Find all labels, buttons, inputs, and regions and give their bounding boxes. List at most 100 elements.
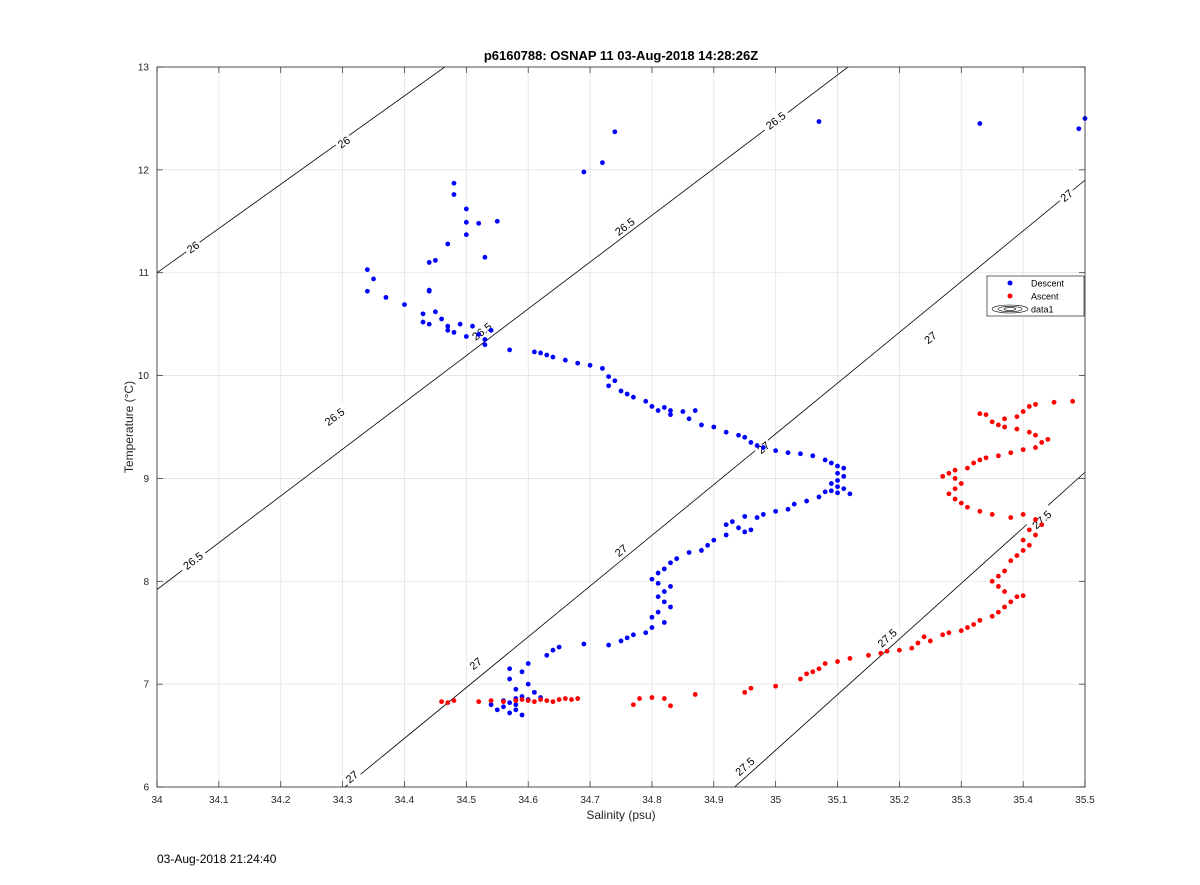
descent-point bbox=[828, 488, 834, 494]
descent-series bbox=[364, 116, 1088, 718]
descent-point bbox=[760, 512, 766, 517]
descent-point bbox=[655, 408, 661, 413]
ascent-point bbox=[1008, 450, 1014, 456]
ascent-point bbox=[952, 496, 958, 502]
ascent-point bbox=[946, 630, 952, 636]
descent-point bbox=[550, 354, 556, 360]
descent-point bbox=[649, 625, 655, 630]
descent-point bbox=[426, 287, 432, 293]
descent-point bbox=[804, 498, 809, 504]
ascent-point bbox=[816, 666, 822, 672]
descent-point bbox=[655, 580, 661, 586]
descent-point bbox=[668, 408, 673, 413]
descent-point bbox=[433, 309, 438, 315]
ascent-point bbox=[915, 640, 921, 646]
descent-point bbox=[754, 443, 760, 448]
ascent-point bbox=[995, 453, 1001, 459]
x-tick-label: 34.1 bbox=[209, 795, 229, 806]
ascent-point bbox=[946, 470, 952, 476]
ascent-point bbox=[1020, 512, 1026, 517]
ascent-point bbox=[989, 512, 995, 517]
descent-point bbox=[556, 644, 562, 650]
descent-point bbox=[488, 702, 494, 708]
descent-point bbox=[705, 542, 711, 548]
ascent-point bbox=[451, 698, 457, 703]
ascent-point bbox=[1002, 424, 1007, 430]
descent-point bbox=[420, 311, 426, 317]
descent-point bbox=[785, 506, 791, 512]
x-tick-label: 34.2 bbox=[271, 795, 291, 806]
descent-point bbox=[600, 160, 605, 166]
descent-point bbox=[773, 508, 779, 514]
descent-point bbox=[507, 676, 513, 682]
descent-point bbox=[581, 641, 587, 647]
ascent-point bbox=[531, 699, 537, 705]
descent-point bbox=[748, 527, 754, 533]
contour-line-26-5 bbox=[157, 67, 849, 590]
data-points bbox=[364, 116, 1088, 718]
y-tick-label: 11 bbox=[139, 268, 150, 279]
ascent-point bbox=[661, 696, 667, 701]
plot-frame bbox=[156, 66, 1086, 788]
descent-point bbox=[612, 378, 618, 384]
ascent-point bbox=[569, 697, 574, 702]
descent-point bbox=[711, 424, 717, 430]
descent-point bbox=[457, 321, 463, 327]
descent-point bbox=[433, 257, 438, 263]
ascent-point bbox=[550, 699, 556, 705]
ascent-point bbox=[965, 625, 970, 630]
grid-lines bbox=[156, 66, 1086, 788]
y-tick-label: 6 bbox=[143, 783, 149, 794]
descent-point bbox=[383, 295, 389, 300]
ascent-point bbox=[897, 647, 902, 653]
descent-point bbox=[835, 490, 840, 496]
descent-point bbox=[562, 357, 568, 363]
contour-label-bg bbox=[466, 317, 497, 345]
descent-point bbox=[624, 635, 630, 641]
contour-label-bg bbox=[177, 546, 208, 575]
descent-point bbox=[630, 394, 636, 400]
descent-point bbox=[841, 486, 847, 492]
descent-point bbox=[550, 647, 556, 653]
descent-point bbox=[488, 327, 494, 333]
descent-point bbox=[476, 220, 482, 226]
descent-point bbox=[519, 669, 525, 675]
descent-point bbox=[587, 362, 593, 368]
descent-point bbox=[364, 267, 370, 273]
x-tick-label: 34 bbox=[151, 795, 163, 806]
descent-point bbox=[828, 460, 834, 466]
descent-point bbox=[686, 416, 692, 422]
descent-point bbox=[736, 525, 741, 531]
ascent-point bbox=[476, 699, 482, 705]
ascent-point bbox=[977, 411, 983, 417]
contour-line-27-5 bbox=[734, 471, 1085, 787]
descent-point bbox=[810, 453, 816, 459]
descent-point bbox=[828, 481, 834, 486]
ascent-point bbox=[971, 622, 977, 627]
ascent-point bbox=[501, 699, 506, 705]
descent-point bbox=[439, 316, 444, 322]
ascent-point bbox=[1026, 542, 1032, 548]
contour-icon bbox=[991, 304, 1029, 314]
ascent-point bbox=[989, 613, 995, 619]
descent-point bbox=[445, 241, 451, 247]
descent-point bbox=[513, 707, 519, 713]
ascent-point bbox=[1014, 553, 1020, 558]
descent-point bbox=[624, 391, 630, 397]
contour-label: 26 bbox=[185, 239, 202, 256]
descent-point bbox=[822, 457, 828, 463]
ascent-point bbox=[952, 467, 958, 473]
descent-point bbox=[649, 404, 655, 409]
ascent-point bbox=[630, 702, 636, 708]
ascent-point bbox=[983, 412, 989, 418]
descent-point bbox=[507, 700, 513, 706]
ascent-point bbox=[958, 481, 964, 486]
descent-point bbox=[612, 129, 618, 135]
ascent-series bbox=[439, 398, 1076, 709]
descent-point bbox=[835, 478, 840, 483]
descent-point bbox=[451, 192, 457, 197]
ascent-point bbox=[1002, 589, 1007, 594]
ascent-point bbox=[965, 504, 970, 510]
ascent-point bbox=[556, 697, 562, 702]
descent-point bbox=[798, 451, 803, 457]
